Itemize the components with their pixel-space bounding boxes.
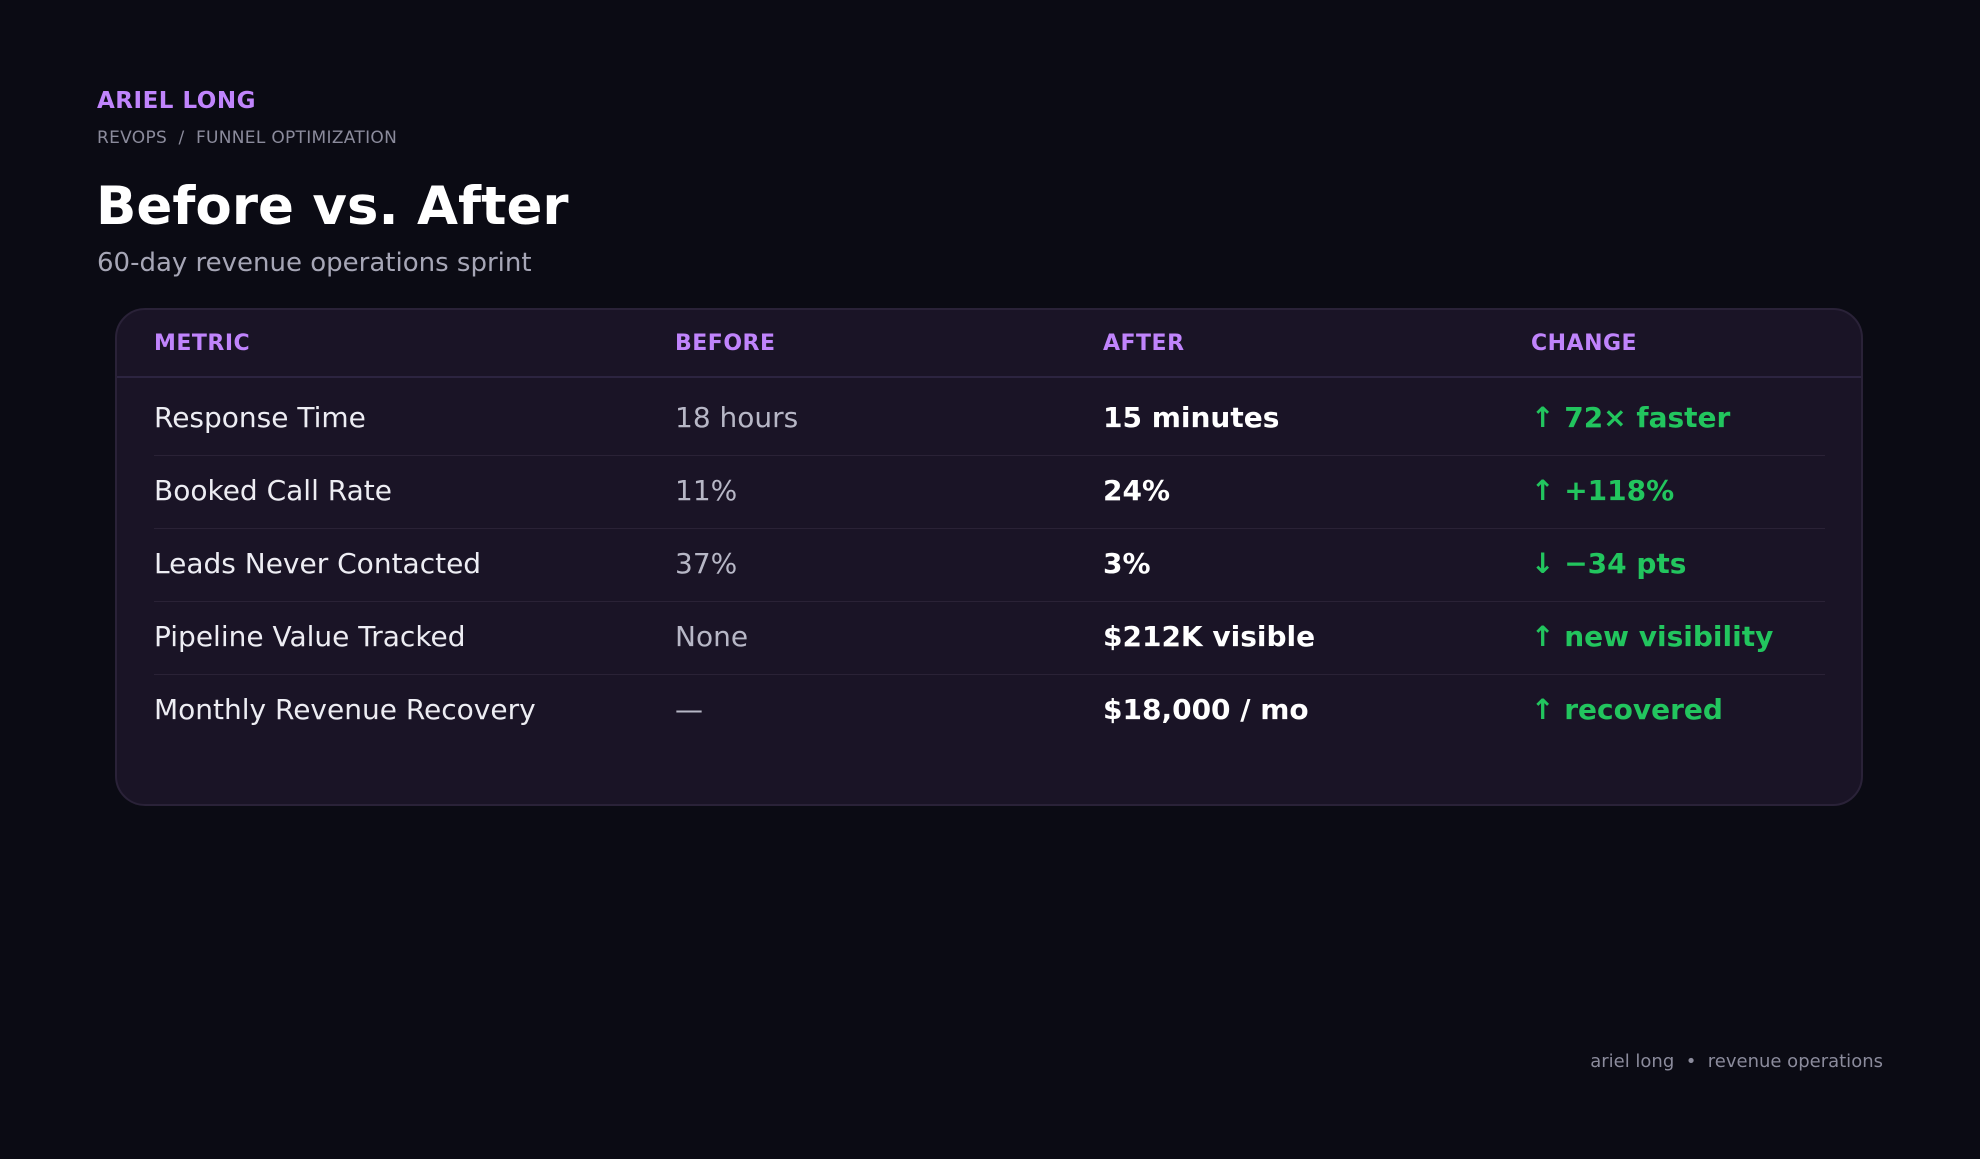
footer-credit: ariel long • revenue operations (1590, 1051, 1883, 1072)
before-cell: 37% (675, 547, 738, 580)
table-row: Leads Never Contacted 37% 3% ↓ −34 pts (154, 529, 1825, 602)
column-header-metric: METRIC (154, 331, 251, 356)
table-row: Booked Call Rate 11% 24% ↑ +118% (154, 456, 1825, 529)
before-cell: 11% (675, 474, 738, 507)
brand-name: ARIEL LONG (97, 88, 256, 114)
before-cell: — (675, 693, 703, 726)
metric-cell: Pipeline Value Tracked (154, 620, 466, 653)
before-cell: 18 hours (675, 401, 799, 434)
column-header-change: CHANGE (1531, 331, 1638, 356)
after-cell: $18,000 / mo (1103, 693, 1309, 726)
table-row: Response Time 18 hours 15 minutes ↑ 72× … (154, 383, 1825, 456)
before-cell: None (675, 620, 749, 653)
after-cell: $212K visible (1103, 620, 1316, 653)
change-cell: ↑ +118% (1531, 474, 1675, 507)
after-cell: 15 minutes (1103, 401, 1280, 434)
page-subtitle: 60-day revenue operations sprint (97, 248, 532, 278)
change-cell: ↑ new visibility (1531, 620, 1774, 653)
change-cell: ↓ −34 pts (1531, 547, 1687, 580)
table-row: Monthly Revenue Recovery — $18,000 / mo … (154, 675, 1825, 747)
breadcrumb: REVOPS / FUNNEL OPTIMIZATION (97, 128, 398, 148)
column-header-after: AFTER (1103, 331, 1185, 356)
table-row: Pipeline Value Tracked None $212K visibl… (154, 602, 1825, 675)
metric-cell: Leads Never Contacted (154, 547, 482, 580)
metric-cell: Monthly Revenue Recovery (154, 693, 536, 726)
change-cell: ↑ recovered (1531, 693, 1723, 726)
table-body: Response Time 18 hours 15 minutes ↑ 72× … (117, 383, 1861, 747)
metric-cell: Response Time (154, 401, 366, 434)
page-title: Before vs. After (96, 176, 569, 237)
after-cell: 3% (1103, 547, 1151, 580)
after-cell: 24% (1103, 474, 1171, 507)
column-header-before: BEFORE (675, 331, 776, 356)
table-header: METRIC BEFORE AFTER CHANGE (117, 310, 1861, 378)
metric-cell: Booked Call Rate (154, 474, 392, 507)
change-cell: ↑ 72× faster (1531, 401, 1731, 434)
comparison-table: METRIC BEFORE AFTER CHANGE Response Time… (115, 308, 1863, 806)
